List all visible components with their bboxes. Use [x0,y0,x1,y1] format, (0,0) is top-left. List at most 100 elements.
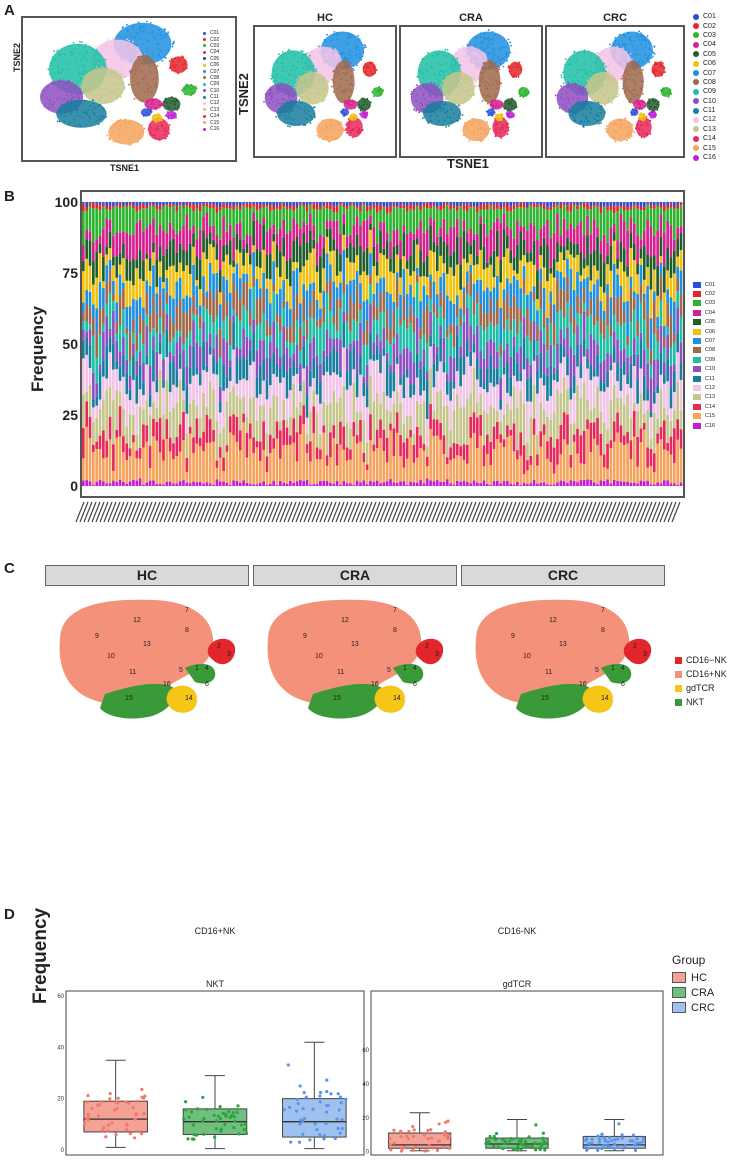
cluster-number-label: 11 [337,669,344,676]
stacked-bar [676,202,679,486]
xtick-label [331,501,341,523]
box-hc [388,1112,452,1153]
stacked-bar [402,202,406,486]
cd16pos-region [59,599,214,705]
xtick-label [223,501,233,523]
stacked-bar [112,202,115,486]
tsne-overview-plot [40,20,198,147]
cluster-number-label: 5 [179,667,183,674]
stacked-bar [118,202,122,486]
stacked-bar [92,202,95,486]
legend-item: C06 [693,327,715,336]
stacked-bar [222,202,225,486]
cluster-number-label: 2 [633,643,637,650]
xtick-label [579,501,589,523]
stacked-bar [636,202,639,486]
legend-label: C07 [705,338,716,345]
cluster-number-label: 8 [601,627,605,634]
tsne-title-hc: HC [317,12,333,24]
xtick-label [231,501,241,523]
legend-swatch [693,154,699,161]
xtick-label [163,501,173,523]
xtick-label [487,501,497,523]
legend-item: C14 [693,134,716,143]
stacked-bar [596,202,599,486]
xtick-label [171,501,181,523]
stacked-bar [409,202,412,486]
stacked-bar [152,202,155,486]
xtick-label [539,501,549,523]
stacked-bar [275,202,279,486]
legend-swatch [693,366,701,373]
xtick-label [275,501,285,523]
xtick-label [531,501,541,523]
legend-item: C07 [693,336,715,345]
box-crc [282,1041,348,1150]
stacked-bar [556,202,559,486]
stacked-bar [362,202,366,486]
stacked-bar-frame [80,190,685,498]
cluster-10 [651,60,666,78]
cluster-legend: C01 C02 C03 C04 C05 C06 C07 C08 C09 C10 C11 C12 C13 C… [693,12,716,162]
xtick-label [211,501,221,523]
xtick-label [307,501,317,523]
stacked-bar [178,202,182,486]
stacked-bar [138,202,142,486]
stacked-bar [549,202,553,486]
stacked-bar [389,202,392,486]
cluster-number-label: 14 [601,695,609,702]
legend-swatch [693,13,699,20]
legend-item: C15 [693,143,716,152]
cluster-4 [80,65,126,104]
stacked-bar [132,202,135,486]
legend-swatch [203,82,206,86]
ytick-100: 100 [54,194,78,210]
cluster-12 [518,86,530,98]
legend-label: C05 [703,50,716,58]
legend-item: C05 [203,56,219,62]
xtick-label [443,501,453,523]
legend-label: NKT [686,697,704,707]
legend-swatch [203,44,206,48]
cluster-13 [632,98,647,110]
xtick-label [647,501,657,523]
stacked-bar [238,202,242,486]
legend-item: C07 [203,68,219,75]
legend-item: C16 [693,421,715,430]
xtick-label [587,501,597,523]
stacked-bar [422,202,426,486]
tsne1-label: TSNE1 [447,156,489,171]
stacked-bar [202,202,205,486]
nkt-region-2 [185,663,216,684]
cluster-number-label: 12 [341,617,349,624]
stacked-bar [98,202,102,486]
legend-swatch [693,347,701,354]
stacked-bar [629,202,633,486]
ytick-75: 75 [62,265,78,281]
stacked-bar [182,202,185,486]
stacked-bar [622,202,626,486]
cluster-number-label: 8 [185,627,189,634]
legend-item: C16 [693,153,716,162]
stacked-bar [502,202,506,486]
legend-swatch [203,70,206,74]
xtick-label [267,501,277,523]
xtick-label [279,501,289,523]
stacked-bar [205,202,209,486]
stacked-bar [168,202,172,486]
xtick-label [247,501,257,523]
stacked-bar [82,202,85,486]
stacked-bar [679,202,683,486]
stacked-bar [265,202,269,486]
stacked-bar [332,202,336,486]
cluster-number-label: 5 [595,667,599,674]
xtick-label [287,501,297,523]
stacked-bar [165,202,169,486]
group-swatch [672,972,686,983]
group-legend-item: HC [672,970,715,985]
box-cra [484,1118,549,1152]
cluster-4 [439,69,477,107]
ytick-50: 50 [62,336,78,352]
cluster-number-label: 13 [351,641,359,648]
